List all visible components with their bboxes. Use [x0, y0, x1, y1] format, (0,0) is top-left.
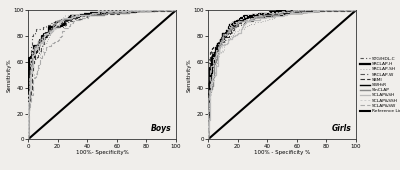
X-axis label: 100% - Specificity %: 100% - Specificity % [254, 150, 310, 155]
Text: Girls: Girls [332, 124, 352, 133]
Text: Boys: Boys [151, 124, 172, 133]
Y-axis label: Sensitivity%: Sensitivity% [7, 58, 12, 92]
Y-axis label: Sensitivity%: Sensitivity% [187, 58, 192, 92]
X-axis label: 100%- Specificity%: 100%- Specificity% [76, 150, 128, 155]
Legend: STG/HDL-C, SRCLAP-H, SRCLAP-SH, SRCLAP-W, SBMI, SWHtR, SlnCLAP, SCLAP&SH, SCLAP&: STG/HDL-C, SRCLAP-H, SRCLAP-SH, SRCLAP-W… [360, 57, 400, 113]
